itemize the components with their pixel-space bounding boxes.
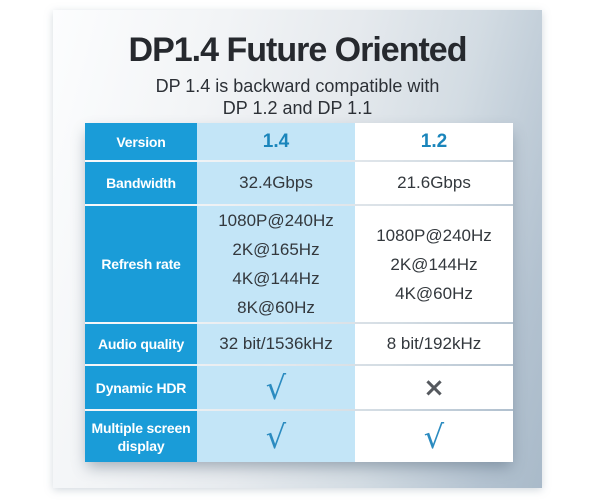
- dp12-value-cell: √: [355, 411, 513, 462]
- spec-line: 4K@144Hz: [232, 269, 320, 288]
- spec-line: 4K@60Hz: [395, 283, 473, 303]
- value-text: 8 bit/192kHz: [386, 334, 482, 353]
- table-row: Bandwidth 32.4Gbps 21.6Gbps: [85, 162, 513, 204]
- cross-icon: ×: [423, 372, 445, 403]
- check-icon: √: [265, 368, 287, 407]
- dp14-value-cell: √: [197, 411, 355, 462]
- spec-line: 1080P@240Hz: [218, 211, 334, 230]
- feature-label-cell: Bandwidth: [85, 162, 197, 204]
- value-text: 32.4Gbps: [239, 173, 313, 192]
- comparison-table: Version 1.4 1.2 Bandwidth 32.4Gbps 21.6Gbps Re…: [85, 123, 513, 462]
- table-row: Version 1.4 1.2: [85, 123, 513, 160]
- spec-line: 1080P@240Hz: [376, 225, 492, 245]
- feature-label-cell: Audio quality: [85, 324, 197, 364]
- value-text: 1.2: [420, 130, 448, 152]
- table-row: Dynamic HDR √ ×: [85, 366, 513, 409]
- table-row: Refresh rate 1080P@240Hz 2K@165Hz 4K@144Hz 8…: [85, 206, 513, 322]
- dp14-value-cell: 1.4: [197, 123, 355, 160]
- dp12-value-cell: 1080P@240Hz 2K@144Hz 4K@60Hz: [355, 206, 513, 322]
- dp14-value-cell: √: [197, 366, 355, 409]
- feature-label-cell: Refresh rate: [85, 206, 197, 322]
- dp14-value-cell: 32.4Gbps: [197, 162, 355, 204]
- feature-label-cell: Dynamic HDR: [85, 366, 197, 409]
- dp12-value-cell: ×: [355, 366, 513, 409]
- feature-label-cell: Multiple screen display: [85, 411, 197, 462]
- dp14-value-cell: 32 bit/1536kHz: [197, 324, 355, 364]
- page-subtitle: DP 1.4 is backward compatible with DP 1.…: [53, 75, 542, 119]
- dp14-value-cell: 1080P@240Hz 2K@165Hz 4K@144Hz 8K@60Hz: [197, 206, 355, 322]
- spec-line: 2K@144Hz: [390, 254, 478, 274]
- value-text: 32 bit/1536kHz: [219, 334, 333, 353]
- table-row: Audio quality 32 bit/1536kHz 8 bit/192kHz: [85, 324, 513, 364]
- check-icon: √: [265, 417, 287, 456]
- value-text: 21.6Gbps: [397, 173, 471, 192]
- dp12-value-cell: 8 bit/192kHz: [355, 324, 513, 364]
- dp12-value-cell: 21.6Gbps: [355, 162, 513, 204]
- subtitle-line-1: DP 1.4 is backward compatible with: [155, 76, 440, 96]
- value-text: 1.4: [262, 130, 290, 152]
- subtitle-line-2: DP 1.2 and DP 1.1: [222, 98, 373, 118]
- spec-line: 2K@165Hz: [232, 240, 320, 259]
- feature-label-cell: Version: [85, 123, 197, 160]
- dp12-value-cell: 1.2: [355, 123, 513, 160]
- table-row: Multiple screen display √ √: [85, 411, 513, 462]
- spec-line: 8K@60Hz: [237, 298, 315, 317]
- page-title: DP1.4 Future Oriented: [128, 31, 468, 69]
- comparison-card: DP1.4 Future Oriented DP 1.4 is backward…: [53, 10, 542, 488]
- check-icon: √: [423, 417, 445, 456]
